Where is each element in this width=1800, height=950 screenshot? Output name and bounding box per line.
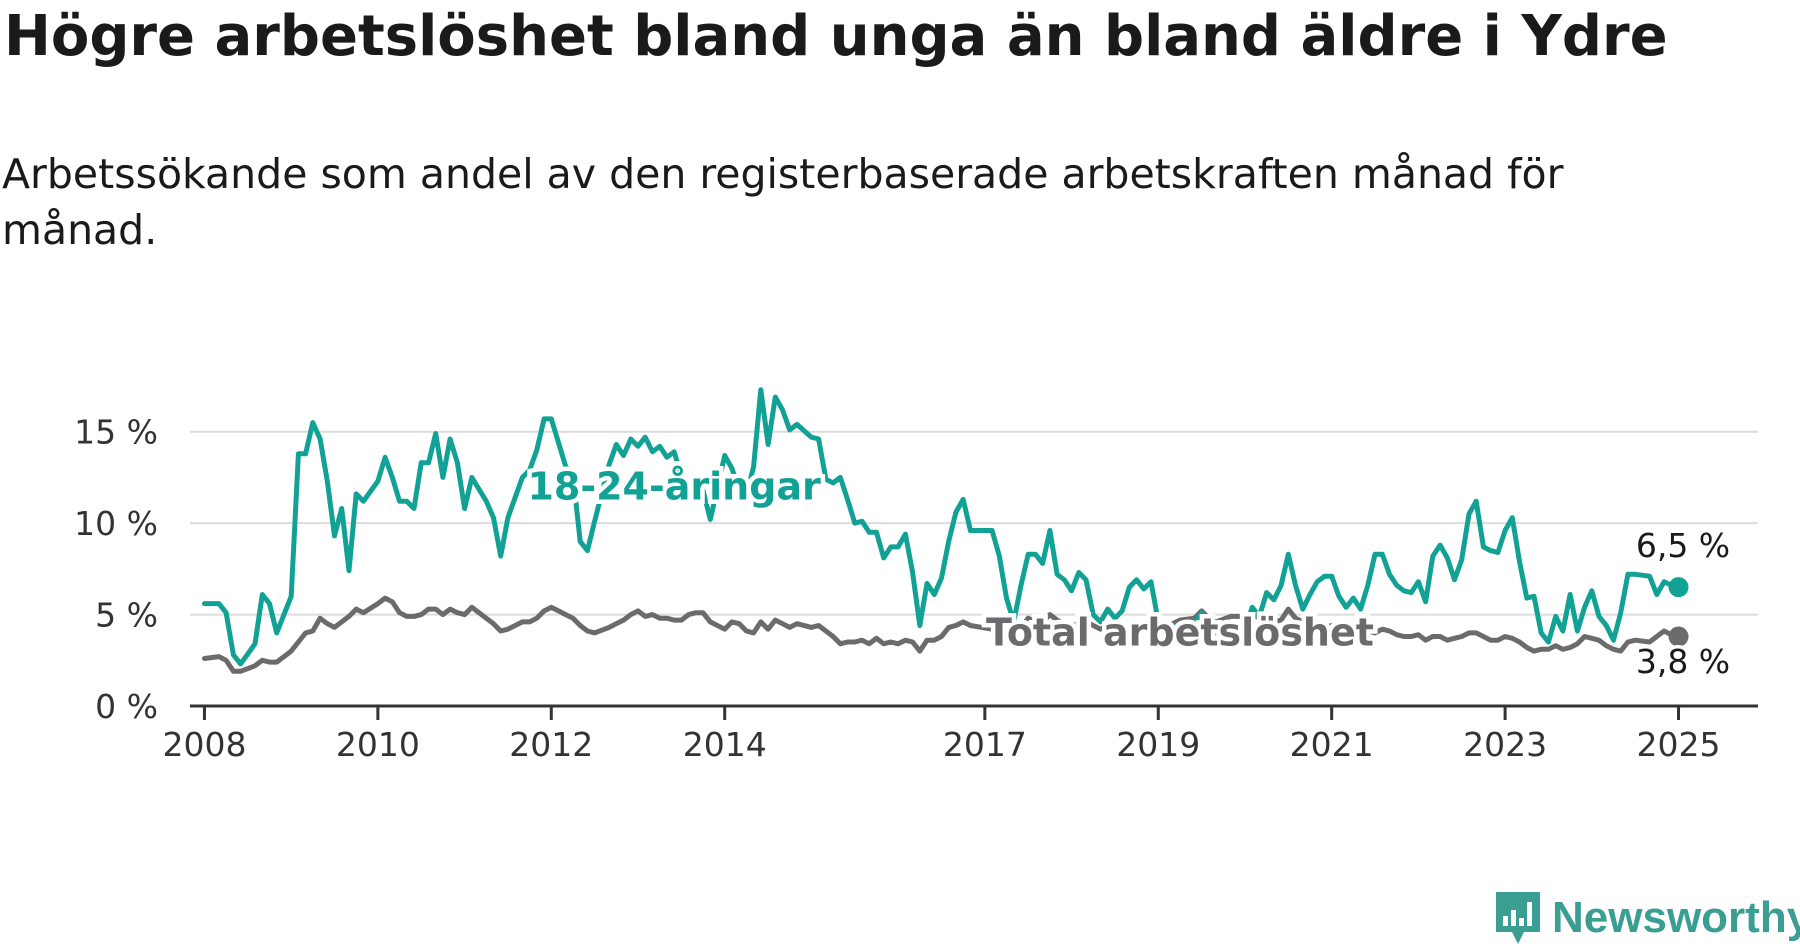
- series-label-youth: 18-24-åringar: [527, 464, 821, 508]
- gridlines: [190, 430, 1758, 708]
- x-tick-label: 2008: [162, 725, 246, 764]
- x-tick-label: 2019: [1116, 725, 1200, 764]
- x-axis-ticks: 2008 2010 2012 2014 2017 2019 2021 2023 2025: [162, 706, 1721, 764]
- brand-logo: Newsworthy: [1494, 888, 1800, 948]
- series-line: [202, 595, 1681, 674]
- series-line: [202, 387, 1681, 667]
- series-end-point: [1668, 626, 1689, 647]
- series-lines: [202, 387, 1689, 674]
- series-end-point: [1668, 577, 1689, 598]
- x-tick-label: 2025: [1637, 725, 1721, 764]
- x-tick-label: 2014: [683, 725, 767, 764]
- series-label-total: Total arbetslöshet: [986, 611, 1374, 655]
- y-tick-label: 10 %: [74, 504, 158, 543]
- y-tick-label: 5 %: [95, 596, 158, 635]
- x-tick-label: 2021: [1290, 725, 1374, 764]
- end-label-youth: 6,5 %: [1636, 526, 1730, 565]
- x-tick-label: 2017: [943, 725, 1027, 764]
- end-label-total: 3,8 %: [1636, 642, 1730, 681]
- x-tick-label: 2023: [1463, 725, 1547, 764]
- newsworthy-logo-icon: [1494, 890, 1542, 946]
- y-tick-label: 15 %: [74, 413, 158, 452]
- y-axis-ticks: 0 % 5 % 10 % 15 %: [74, 413, 158, 726]
- series-labels: 18-24-åringar Total arbetslöshet 6,5 % 3,8 …: [523, 460, 1734, 685]
- chart-title: Högre arbetslöshet bland unga än bland ä…: [4, 4, 1668, 69]
- x-tick-label: 2010: [336, 725, 420, 764]
- y-tick-label: 0 %: [95, 687, 158, 726]
- brand-name: Newsworthy: [1552, 893, 1800, 942]
- x-tick-label: 2012: [509, 725, 593, 764]
- chart-subtitle: Arbetssökande som andel av den registerb…: [2, 150, 1564, 254]
